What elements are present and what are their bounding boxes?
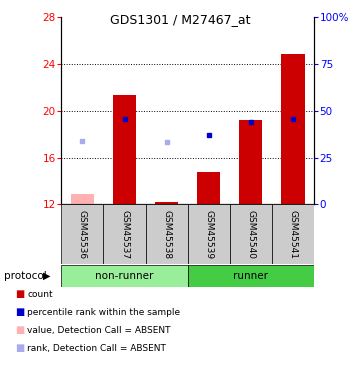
Text: protocol: protocol [4, 271, 46, 281]
Text: GSM45538: GSM45538 [162, 210, 171, 259]
Text: GSM45537: GSM45537 [120, 210, 129, 259]
Bar [61, 265, 188, 287]
Text: ■: ■ [15, 290, 25, 299]
Text: value, Detection Call = ABSENT: value, Detection Call = ABSENT [27, 326, 171, 335]
Text: non-runner: non-runner [95, 271, 154, 281]
Text: rank, Detection Call = ABSENT: rank, Detection Call = ABSENT [27, 344, 166, 353]
Bar [155, 202, 178, 204]
Bar [145, 204, 188, 264]
Text: ■: ■ [15, 326, 25, 335]
Text: GSM45539: GSM45539 [204, 210, 213, 259]
Text: count: count [27, 290, 53, 299]
Bar [113, 95, 136, 204]
Text: ■: ■ [15, 344, 25, 353]
Bar [104, 204, 145, 264]
Bar [71, 194, 94, 204]
Text: GSM45541: GSM45541 [288, 210, 297, 259]
Text: ■: ■ [15, 308, 25, 317]
Text: ▶: ▶ [43, 271, 51, 281]
Bar [272, 204, 314, 264]
Bar [239, 120, 262, 204]
Text: percentile rank within the sample: percentile rank within the sample [27, 308, 180, 317]
Bar [61, 204, 104, 264]
Bar [188, 265, 314, 287]
Text: GSM45540: GSM45540 [247, 210, 255, 259]
Bar [197, 172, 220, 204]
Text: GSM45536: GSM45536 [78, 210, 87, 259]
Bar [282, 54, 305, 204]
Text: runner: runner [234, 271, 268, 281]
Bar [188, 204, 230, 264]
Text: GDS1301 / M27467_at: GDS1301 / M27467_at [110, 13, 251, 26]
Bar [230, 204, 272, 264]
